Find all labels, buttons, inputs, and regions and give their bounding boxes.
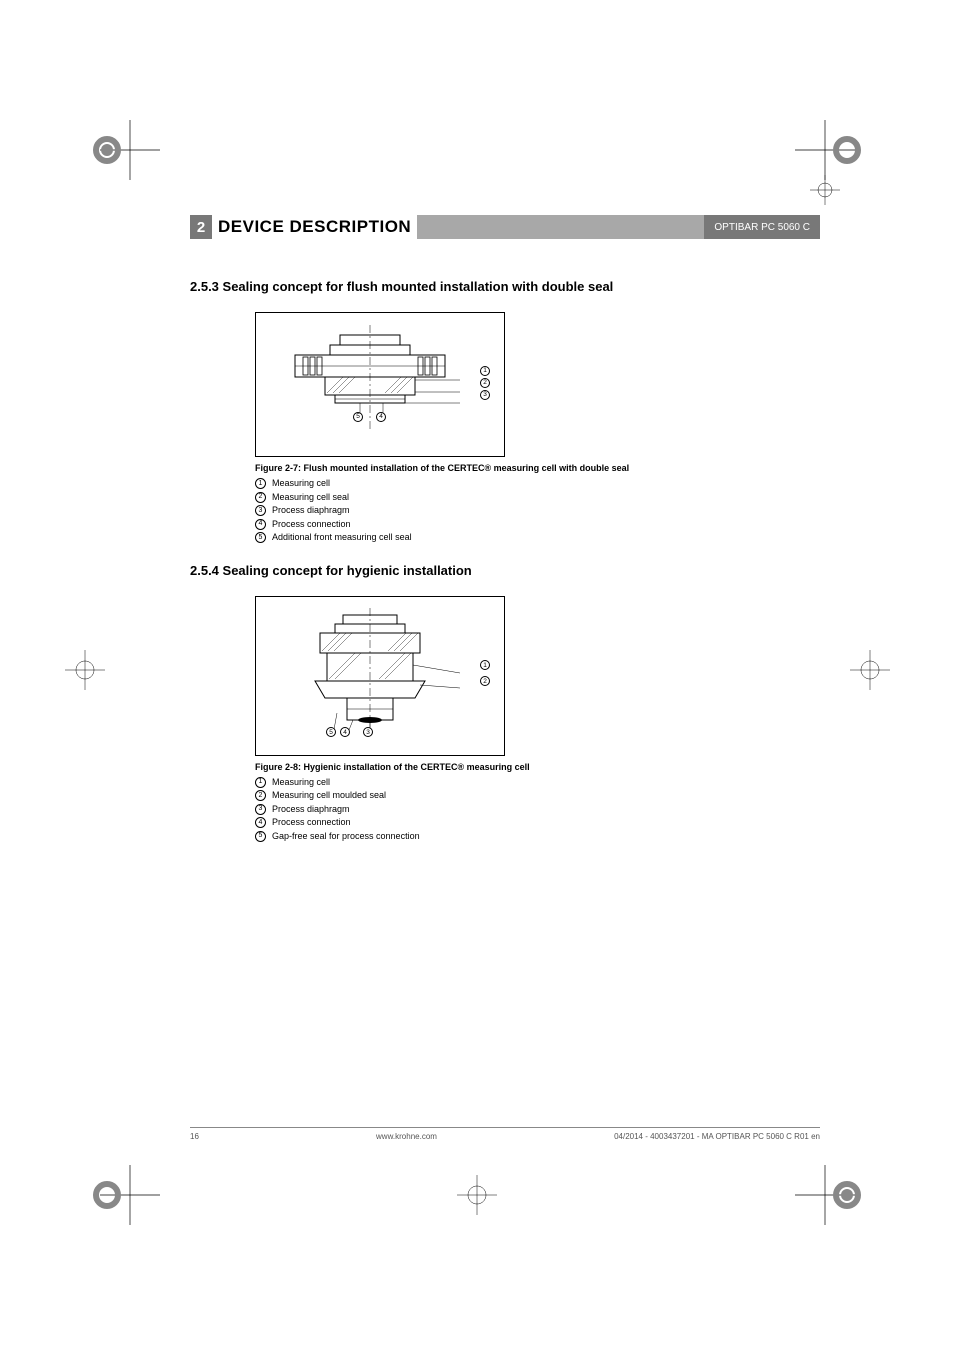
figure-2-8: 1 2 3 4 5 xyxy=(255,596,505,756)
page-footer: 16 www.krohne.com 04/2014 - 4003437201 -… xyxy=(190,1127,820,1141)
legend-item: Process connection xyxy=(272,518,351,532)
section-title: DEVICE DESCRIPTION xyxy=(212,215,411,239)
figure-2-7: 1 2 3 4 5 xyxy=(255,312,505,457)
figure-2-7-legend: 1Measuring cell 2Measuring cell seal 3Pr… xyxy=(255,477,820,545)
legend-item: Process connection xyxy=(272,816,351,830)
section-number: 2 xyxy=(190,215,212,239)
legend-item: Additional front measuring cell seal xyxy=(272,531,412,545)
callout-2: 2 xyxy=(480,378,490,388)
legend-item: Measuring cell seal xyxy=(272,491,349,505)
page-number: 16 xyxy=(190,1132,199,1141)
callout-5: 5 xyxy=(353,412,363,422)
subheading-253: 2.5.3 Sealing concept for flush mounted … xyxy=(190,279,820,294)
callout-1: 1 xyxy=(480,366,490,376)
page-content: 2 DEVICE DESCRIPTION OPTIBAR PC 5060 C 2… xyxy=(190,215,820,843)
figure-2-8-caption: Figure 2-8: Hygienic installation of the… xyxy=(255,762,820,772)
footer-url: www.krohne.com xyxy=(376,1132,437,1141)
callout-4: 4 xyxy=(340,727,350,737)
callout-5: 5 xyxy=(326,727,336,737)
legend-item: Process diaphragm xyxy=(272,803,350,817)
figure-2-8-legend: 1Measuring cell 2Measuring cell moulded … xyxy=(255,776,820,844)
legend-item: Measuring cell moulded seal xyxy=(272,789,386,803)
callout-4: 4 xyxy=(376,412,386,422)
figure-2-7-caption: Figure 2-7: Flush mounted installation o… xyxy=(255,463,820,473)
subheading-254: 2.5.4 Sealing concept for hygienic insta… xyxy=(190,563,820,578)
callout-3: 3 xyxy=(363,727,373,737)
legend-item: Measuring cell xyxy=(272,776,330,790)
header-product: OPTIBAR PC 5060 C xyxy=(704,215,820,239)
section-header: 2 DEVICE DESCRIPTION OPTIBAR PC 5060 C xyxy=(190,215,820,239)
header-strip xyxy=(417,215,704,239)
callout-3: 3 xyxy=(480,390,490,400)
footer-docref: 04/2014 - 4003437201 - MA OPTIBAR PC 506… xyxy=(614,1132,820,1141)
legend-item: Measuring cell xyxy=(272,477,330,491)
callout-2: 2 xyxy=(480,676,490,686)
legend-item: Gap-free seal for process connection xyxy=(272,830,420,844)
legend-item: Process diaphragm xyxy=(272,504,350,518)
callout-1: 1 xyxy=(480,660,490,670)
